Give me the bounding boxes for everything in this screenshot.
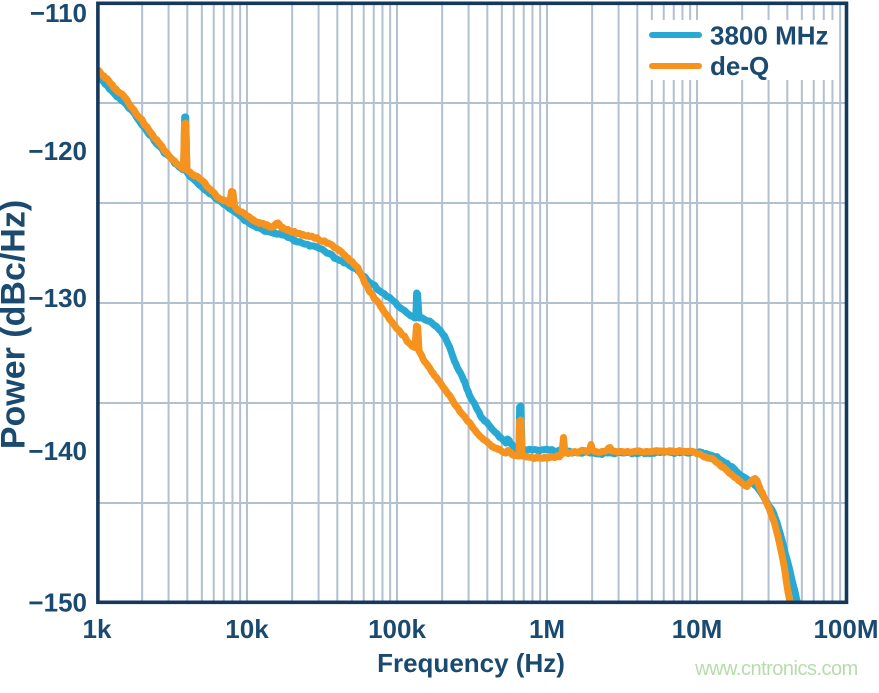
svg-text:Power (dBc/Hz): Power (dBc/Hz)	[0, 200, 33, 449]
svg-text:de-Q: de-Q	[710, 51, 769, 81]
svg-text:1k: 1k	[83, 614, 112, 644]
svg-text:−130: −130	[28, 283, 87, 313]
svg-text:−150: −150	[28, 588, 87, 618]
svg-text:100k: 100k	[368, 614, 426, 644]
svg-text:10M: 10M	[672, 614, 723, 644]
svg-text:1M: 1M	[529, 614, 565, 644]
svg-text:3800 MHz: 3800 MHz	[710, 21, 829, 51]
svg-text:www.cntronics.com: www.cntronics.com	[694, 658, 858, 680]
svg-text:−140: −140	[28, 436, 87, 466]
svg-text:−110: −110	[30, 0, 87, 28]
svg-text:100M: 100M	[813, 614, 878, 644]
svg-text:−120: −120	[28, 136, 87, 166]
svg-text:Frequency (Hz): Frequency (Hz)	[377, 648, 565, 678]
svg-text:10k: 10k	[225, 614, 269, 644]
